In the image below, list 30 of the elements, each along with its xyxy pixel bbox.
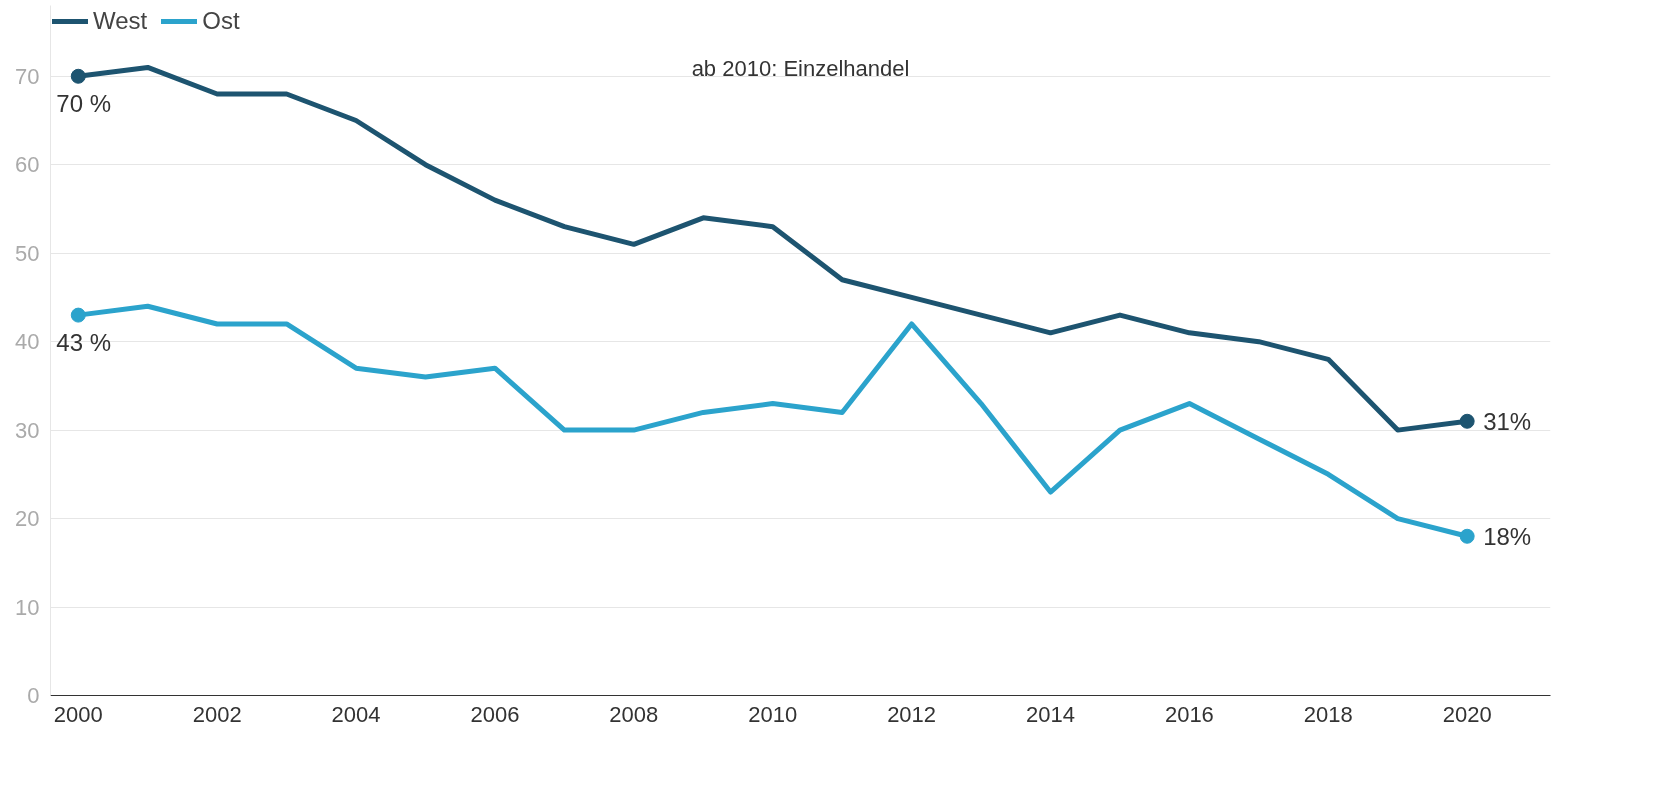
point	[70, 307, 86, 323]
x-tick-label: 2010	[748, 701, 798, 727]
x-tick-label: 2018	[1303, 701, 1353, 727]
x-tick-label: 2012	[887, 701, 937, 727]
data-label: 31%	[1483, 407, 1532, 435]
point	[1459, 413, 1475, 429]
annotation: ab 2010: Einzelhandel	[691, 56, 910, 82]
y-tick-label: 10	[15, 594, 40, 620]
legend-label: Ost	[202, 7, 240, 35]
y-tick-label: 40	[15, 329, 40, 355]
x-tick-label: 2020	[1442, 701, 1492, 727]
y-tick-label: 20	[15, 506, 40, 532]
point	[70, 68, 86, 84]
y-tick-label: 50	[15, 240, 40, 266]
data-label: 43 %	[56, 329, 111, 357]
y-tick-label: 30	[15, 417, 40, 443]
x-tick-label: 2000	[53, 701, 103, 727]
data-label: 18%	[1483, 522, 1532, 550]
x-tick-label: 2006	[470, 701, 520, 727]
y-tick-label: 60	[15, 152, 40, 178]
point	[1459, 528, 1475, 544]
legend-label: West	[93, 7, 148, 35]
x-tick-label: 2008	[609, 701, 659, 727]
x-tick-label: 2004	[331, 701, 381, 727]
data-label: 70 %	[56, 90, 111, 118]
x-tick-label: 2014	[1026, 701, 1075, 727]
x-tick-label: 2002	[192, 701, 242, 727]
x-tick-label: 2016	[1164, 701, 1214, 727]
y-tick-label: 70	[15, 63, 40, 89]
y-tick-label: 0	[27, 683, 40, 708]
